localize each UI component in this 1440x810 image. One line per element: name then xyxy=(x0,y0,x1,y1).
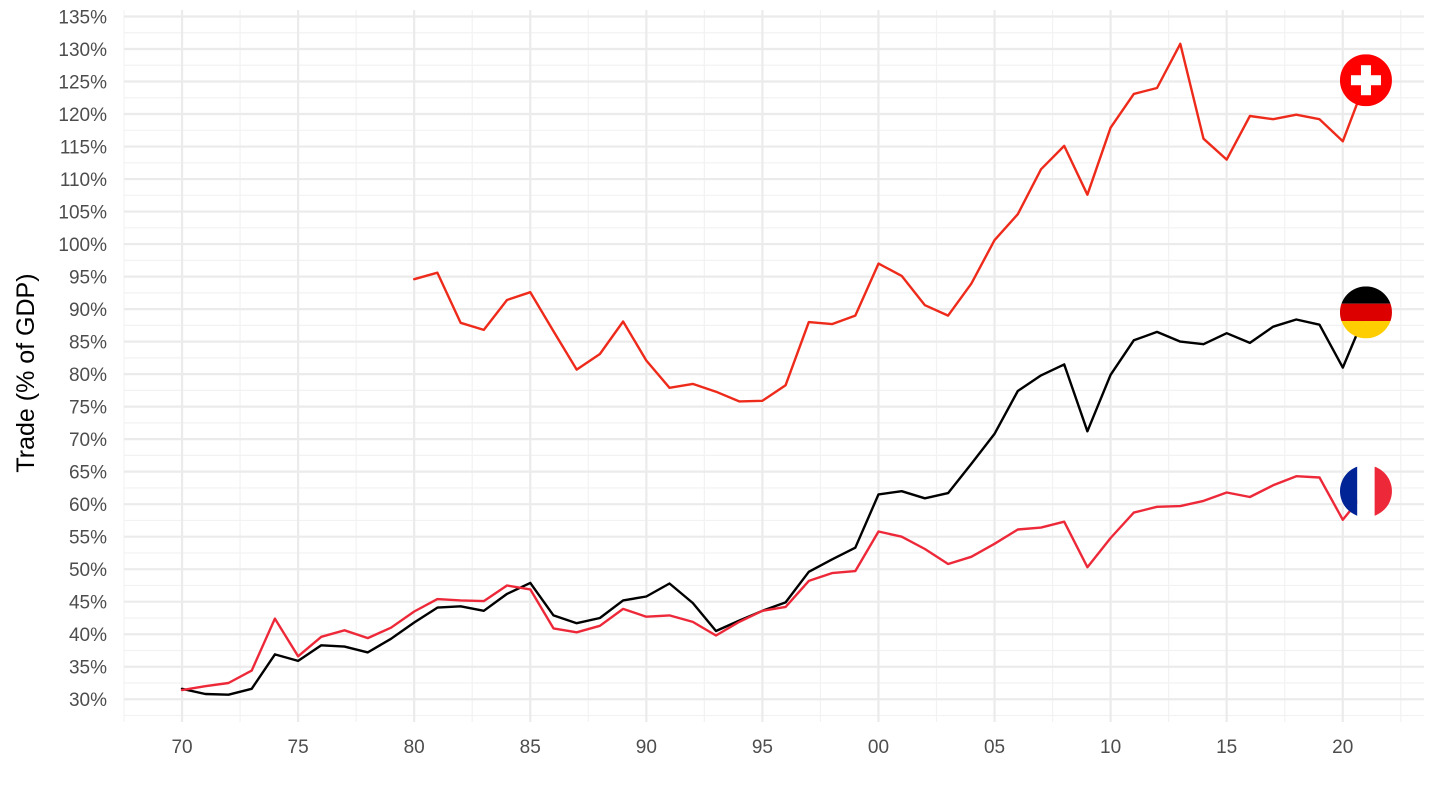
minor-gridlines xyxy=(123,10,1424,722)
y-tick-label: 55% xyxy=(69,528,107,549)
y-tick-label: 45% xyxy=(69,593,107,614)
major-gridlines xyxy=(124,10,1424,722)
germany-line xyxy=(180,311,1368,696)
y-tick-label: 95% xyxy=(69,268,107,289)
y-tick-label: 115% xyxy=(60,138,107,159)
france-line xyxy=(180,475,1368,692)
series-flag-markers xyxy=(1339,54,1392,518)
y-tick-label: 35% xyxy=(69,658,107,679)
y-tick-label: 70% xyxy=(69,430,107,451)
y-axis-title: Trade (% of GDP) xyxy=(12,273,40,472)
x-tick-label: 10 xyxy=(1100,737,1121,758)
y-tick-label: 85% xyxy=(69,333,107,354)
switzerland-line xyxy=(413,42,1368,403)
x-tick-label: 95 xyxy=(752,737,773,758)
series-lines xyxy=(180,42,1368,696)
germany-flag-icon xyxy=(1339,286,1392,339)
y-tick-label: 65% xyxy=(69,463,107,484)
y-tick-label: 75% xyxy=(69,398,107,419)
y-tick-label: 80% xyxy=(69,365,107,386)
y-tick-label: 30% xyxy=(69,690,107,711)
x-tick-label: 20 xyxy=(1332,737,1353,758)
x-tick-label: 05 xyxy=(984,737,1005,758)
x-tick-label: 90 xyxy=(636,737,657,758)
x-tick-label: 15 xyxy=(1216,737,1237,758)
x-tick-label: 80 xyxy=(404,737,425,758)
y-tick-label: 110% xyxy=(60,170,107,191)
y-tick-label: 100% xyxy=(58,235,107,256)
y-tick-label: 125% xyxy=(58,73,107,94)
y-axis-tick-labels: 30% 35% 40% 45% 50% 55% 60% 65% 70% 75% 80% 85% 90% 9… xyxy=(58,8,107,712)
switzerland-flag-icon xyxy=(1339,54,1392,107)
x-axis-tick-labels: 70 75 80 85 90 95 00 05 10 15 20 xyxy=(171,737,1353,758)
y-tick-label: 40% xyxy=(69,625,107,646)
y-tick-label: 90% xyxy=(69,300,107,321)
y-tick-label: 60% xyxy=(69,495,107,516)
y-tick-label: 130% xyxy=(58,40,107,61)
y-tick-label: 50% xyxy=(69,560,107,581)
x-tick-label: 70 xyxy=(171,737,192,758)
y-tick-label: 105% xyxy=(58,203,107,224)
y-tick-label: 135% xyxy=(58,8,107,29)
x-tick-label: 85 xyxy=(520,737,541,758)
x-tick-label: 00 xyxy=(868,737,889,758)
x-tick-label: 75 xyxy=(288,737,309,758)
france-flag-icon xyxy=(1339,465,1392,518)
y-tick-label: 120% xyxy=(58,105,107,126)
